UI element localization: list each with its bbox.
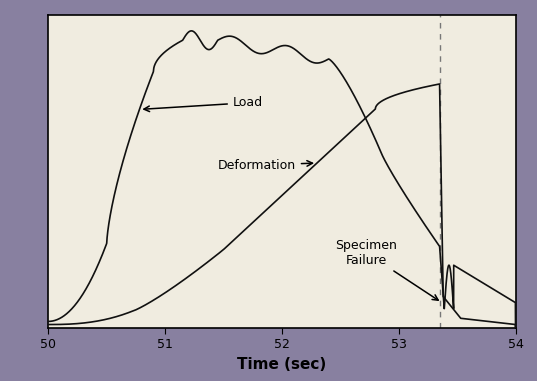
- X-axis label: Time (sec): Time (sec): [237, 357, 326, 371]
- Text: Specimen
Failure: Specimen Failure: [335, 239, 438, 300]
- Text: Deformation: Deformation: [217, 159, 313, 172]
- Text: Load: Load: [144, 96, 263, 112]
